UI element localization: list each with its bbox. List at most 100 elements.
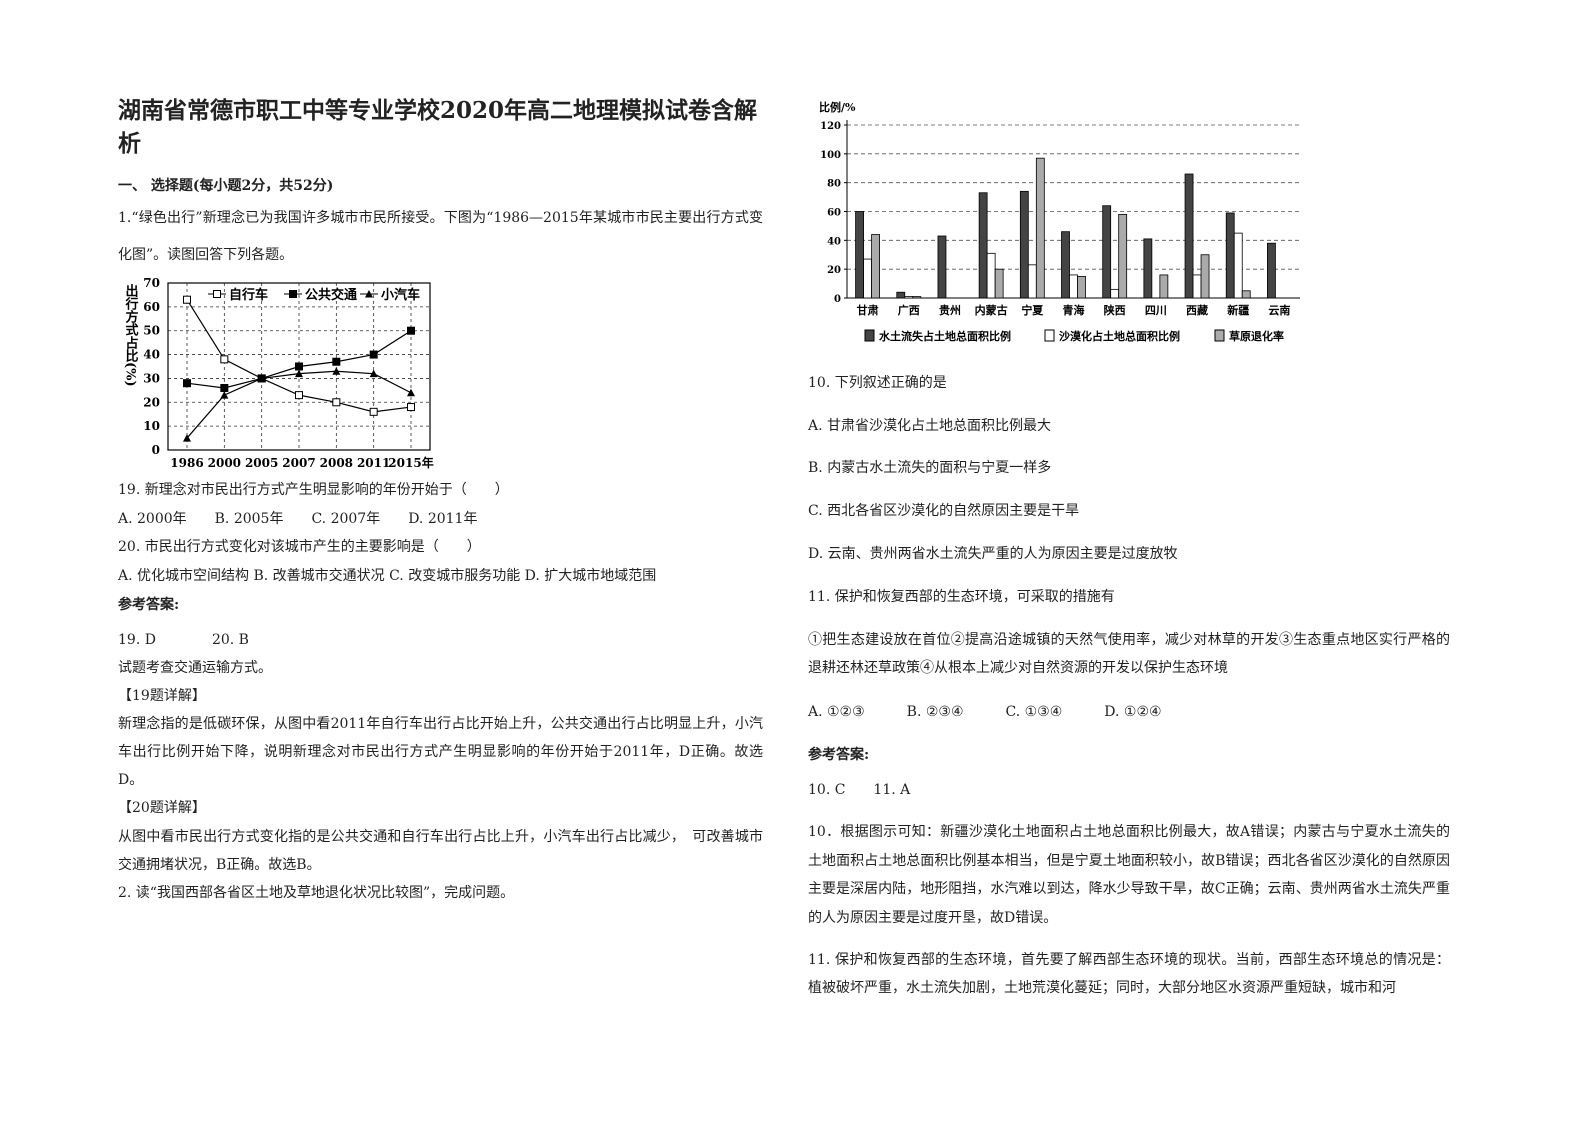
bar <box>1241 290 1251 299</box>
y-tick-label: 60 <box>143 300 160 314</box>
legend-label: 公共交通 <box>305 287 357 303</box>
marker <box>183 379 191 388</box>
legend-marker <box>213 290 221 298</box>
y-tick-label: 100 <box>820 150 841 161</box>
legend-label: 草原退化率 <box>1229 329 1284 343</box>
title: 湖南省常德市职工中等专业学校2020年高二地理模拟试卷含解析 <box>118 97 758 157</box>
x-tick-label: 云南 <box>1268 303 1290 317</box>
bar <box>1233 232 1243 299</box>
marker <box>220 383 229 392</box>
y-axis-label: 比例/% <box>819 100 856 114</box>
question: 20. 市民出行方式变化对该城市产生的主要影响是（ ） <box>118 539 481 555</box>
y-tick-label: 120 <box>820 121 841 132</box>
option: A. 甘肃省沙漠化占土地总面积比例最大 <box>808 418 1052 434</box>
question: 1.“绿色出行”新理念已为我国许多城市市民所接受。下图为“1986—2015年某… <box>118 210 763 263</box>
bar <box>1267 242 1276 299</box>
y-tick-label: 40 <box>827 236 841 247</box>
bar <box>986 252 996 299</box>
bar <box>1027 264 1037 299</box>
bar <box>1077 275 1086 299</box>
y-axis-label: 出行方式占比(%) <box>123 283 140 386</box>
legend-marker <box>289 290 297 298</box>
bar <box>1118 213 1128 299</box>
paragraph: 10．根据图示可知：新疆沙漠化土地面积占土地总面积比例最大，故A错误；内蒙古与宁… <box>808 824 1450 926</box>
legend-label: 小汽车 <box>381 287 420 303</box>
x-tick-label: 新疆 <box>1227 303 1249 317</box>
bar <box>978 192 988 299</box>
option: C. 西北各省区沙漠化的自然原因主要是干旱 <box>808 503 1080 519</box>
marker <box>220 391 229 399</box>
options: A. 2000年 B. 2005年 C. 2007年 D. 2011年 <box>118 511 478 527</box>
legend-label: 水土流失占土地总面积比例 <box>879 329 1011 343</box>
options: A. 优化城市空间结构 B. 改善城市交通状况 C. 改变城市服务功能 D. 扩… <box>118 568 657 584</box>
paragraph: ①把生态建设放在首位②提高沿途城镇的天然气使用率，减少对林草的开发③生态重点地区… <box>808 632 1450 676</box>
marker <box>295 362 303 371</box>
answer-heading: 参考答案: <box>118 597 180 613</box>
bar <box>1159 274 1169 299</box>
legend-swatch <box>1214 329 1225 342</box>
marker <box>183 434 191 442</box>
x-tick-label: 甘肃 <box>857 303 879 317</box>
marker <box>369 350 378 359</box>
subheading: 【19题详解】 <box>118 688 206 704</box>
paragraph: 试题考查交通运输方式。 <box>118 660 272 676</box>
bar <box>1143 238 1153 299</box>
y-tick-label: 60 <box>827 208 841 219</box>
x-tick-label: 内蒙古 <box>975 303 1008 317</box>
x-tick-label: 贵州 <box>939 303 961 317</box>
bar <box>1069 274 1078 299</box>
marker <box>407 403 415 412</box>
paragraph: 从图中看市民出行方式变化指的是公共交通和自行车出行占比上升，小汽车出行占比减少，… <box>118 829 763 873</box>
x-tick-label: 2007 <box>282 456 315 470</box>
answers: 10. C 11. A <box>808 782 911 798</box>
x-tick-label: 广西 <box>898 303 920 317</box>
marker <box>332 398 341 407</box>
marker <box>295 369 303 378</box>
bar <box>863 258 872 299</box>
y-tick-label: 70 <box>143 276 160 290</box>
bar <box>912 296 922 299</box>
bar <box>871 234 880 299</box>
option: D. 云南、贵州两省水土流失严重的人为原因主要是过度放牧 <box>808 546 1178 562</box>
x-tick-label: 青海 <box>1063 303 1085 317</box>
paragraph: 新理念指的是低碳环保，从图中看2011年自行车出行占比开始上升，公共交通出行占比… <box>118 716 763 788</box>
bar <box>1192 274 1202 299</box>
marker <box>369 369 378 378</box>
x-tick-label: 西藏 <box>1186 303 1208 317</box>
legend-swatch <box>1044 329 1055 342</box>
y-tick-label: 30 <box>143 371 160 385</box>
bar <box>1184 173 1194 299</box>
y-tick-label: 20 <box>143 395 160 409</box>
x-tick-label: 2011 <box>357 456 390 470</box>
bar <box>896 291 906 299</box>
x-tick-label: 2000 <box>208 456 241 470</box>
bar <box>855 211 864 299</box>
bar-chart: 0 20 40 60 80 100 120 比例/% 甘肃 广西 贵州 内蒙古 宁夏 青海 陕西 四川 西藏 新疆… <box>819 100 1300 343</box>
option: B. 内蒙古水土流失的面积与宁夏一样多 <box>808 460 1052 476</box>
x-tick-label: 2005 <box>245 456 278 470</box>
marker <box>295 391 303 400</box>
question: 2. 读“我国西部各省区土地及草地退化状况比较图”，完成问题。 <box>118 885 515 901</box>
marker <box>407 326 415 335</box>
bar <box>1035 157 1045 299</box>
x-tick-label: 2015年 <box>388 455 433 470</box>
question: 19. 新理念对市民出行方式产生明显影响的年份开始于（ ） <box>118 482 509 498</box>
line-chart: 0 10 20 30 40 50 60 70 1986 2000 2005 2007 2008 20112… <box>123 276 434 470</box>
section-heading: 一、 选择题(每小题2分，共52分) <box>118 178 334 194</box>
marker <box>332 357 341 366</box>
answers: 19. D 20. B <box>118 632 249 648</box>
bar <box>1061 231 1070 299</box>
plot-frame <box>167 282 431 451</box>
options: A. ①②③ B. ②③④ C. ①③④ D. ①②④ <box>808 704 1162 720</box>
y-tick-label: 0 <box>152 443 160 457</box>
marker <box>332 367 341 375</box>
marker <box>220 355 229 364</box>
bar <box>1225 212 1235 299</box>
question: 10. 下列叙述正确的是 <box>808 375 947 391</box>
legend-swatch <box>864 329 875 342</box>
bar <box>994 268 1004 299</box>
bar <box>1110 288 1120 299</box>
legend-marker <box>365 290 373 298</box>
x-tick-label: 四川 <box>1145 304 1167 317</box>
